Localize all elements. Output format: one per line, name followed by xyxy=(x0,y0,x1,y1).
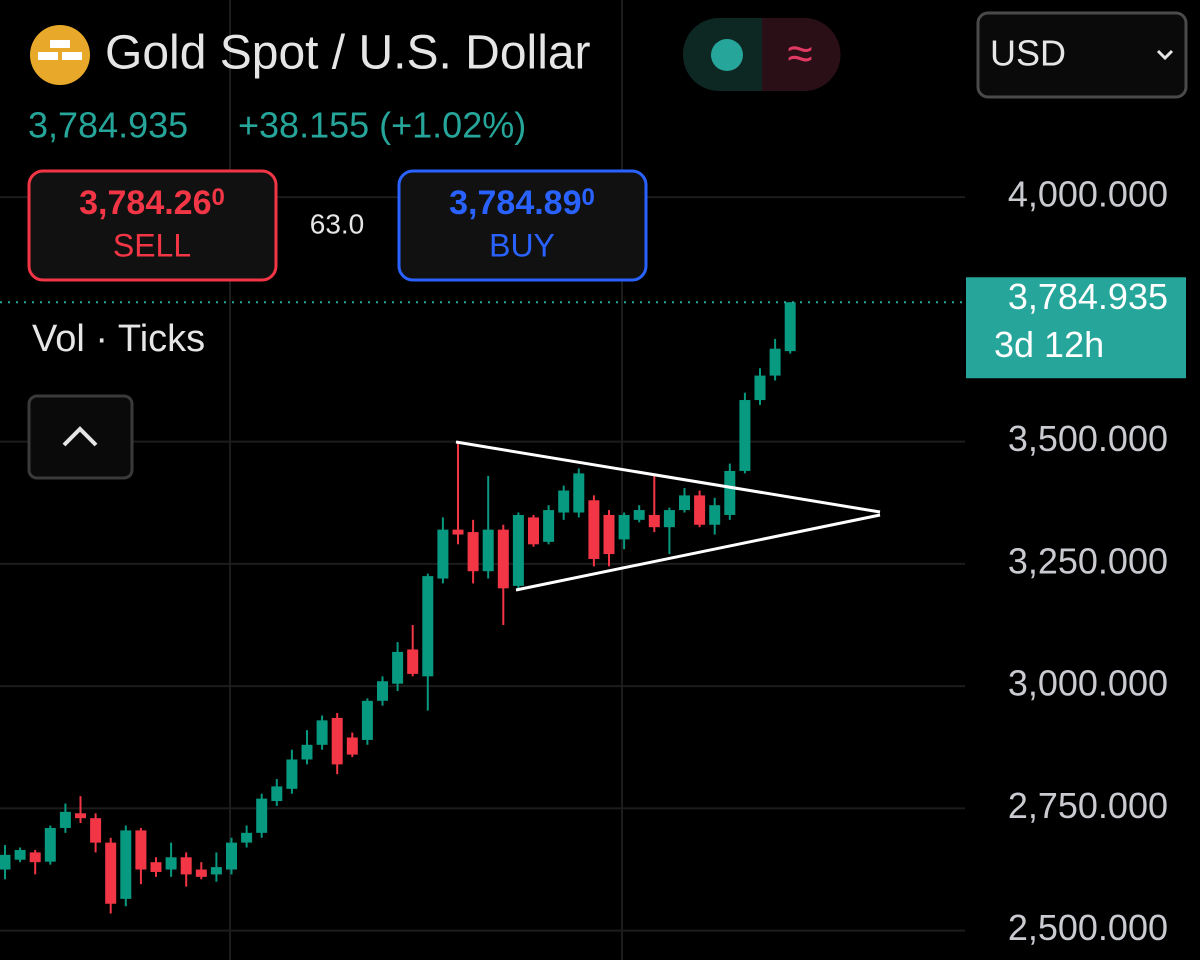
candle-body xyxy=(694,495,706,525)
y-tick-label: 2,750.000 xyxy=(1008,785,1168,826)
bar-icon xyxy=(50,40,70,48)
candle-body xyxy=(618,514,630,540)
candle-body xyxy=(301,744,313,760)
y-tick-label: 4,000.000 xyxy=(1008,174,1168,215)
candle-body xyxy=(528,517,539,545)
status-pill-right xyxy=(762,18,841,91)
candle-body xyxy=(180,857,192,875)
candle-body xyxy=(588,500,600,559)
candle-body xyxy=(377,681,388,701)
candle-body xyxy=(0,854,11,870)
candle-body xyxy=(165,857,177,870)
trendline xyxy=(515,513,881,592)
buy-price-pip: 0 xyxy=(582,184,595,211)
candle-body xyxy=(210,867,222,875)
status-dot xyxy=(711,39,743,71)
candle-body xyxy=(135,830,147,870)
candle-body xyxy=(648,514,660,528)
buy-price-main: 3,784.89 xyxy=(449,184,581,222)
y-tick-label: 2,500.000 xyxy=(1008,907,1168,948)
indicator-legend: Vol · Ticks xyxy=(32,318,205,360)
candle-body xyxy=(663,510,675,528)
candle-body xyxy=(784,302,796,352)
candle-body xyxy=(407,649,419,674)
candle-body xyxy=(44,827,56,862)
candle-body xyxy=(346,737,358,755)
candle-body xyxy=(422,576,434,677)
price-label-box xyxy=(966,277,1186,379)
candle-body xyxy=(271,786,283,802)
price-label: 3,784.935 xyxy=(1008,276,1168,317)
candle-body xyxy=(709,505,721,525)
candle-body xyxy=(226,842,237,870)
bar-icon xyxy=(62,52,82,60)
candle-body xyxy=(14,849,26,860)
candle-body xyxy=(150,862,162,872)
candle-body xyxy=(558,490,570,513)
candle-body xyxy=(361,700,373,740)
candle-body xyxy=(633,510,645,520)
candle-body xyxy=(195,869,207,877)
sell-price-main: 3,784.26 xyxy=(79,184,211,222)
currency-label: USD xyxy=(990,33,1066,74)
dropdown-chevron xyxy=(1156,49,1174,61)
candle-body xyxy=(679,495,690,511)
buy-button[interactable] xyxy=(397,169,648,282)
candle-body xyxy=(603,514,615,555)
collapse-button[interactable] xyxy=(27,394,134,480)
sell-button[interactable] xyxy=(27,169,278,282)
candle-body xyxy=(105,842,117,904)
candle-body xyxy=(739,400,751,471)
candle-body xyxy=(59,811,71,828)
buy-label: BUY xyxy=(489,227,555,263)
price-change: +38.155 (+1.02%) xyxy=(238,105,526,146)
candle-body xyxy=(724,470,736,515)
candle-body xyxy=(316,720,328,745)
candle-body xyxy=(392,651,404,684)
y-tick-label: 3,250.000 xyxy=(1008,540,1168,581)
price-axis: 2,500.000 2,750.000 3,000.000 3,250.000 3,50… xyxy=(0,174,1186,948)
candle-body xyxy=(75,813,86,819)
y-tick-label: 3,500.000 xyxy=(1008,418,1168,459)
candle-body xyxy=(512,514,524,586)
candle-body xyxy=(452,529,464,535)
candle-body xyxy=(120,830,132,899)
collapse-chevron xyxy=(62,426,98,447)
symbol-title: Gold Spot / U.S. Dollar xyxy=(105,27,591,80)
candle-body xyxy=(543,510,555,542)
gold-bars xyxy=(38,40,82,60)
candle-body xyxy=(769,348,781,376)
price-countdown: 3d 12h xyxy=(994,324,1104,365)
buy-price: 3,784.890 xyxy=(449,184,595,222)
currency-dropdown[interactable] xyxy=(976,11,1188,99)
sell-price: 3,784.260 xyxy=(79,184,225,222)
spread: 63.0 xyxy=(310,208,365,239)
candle-body xyxy=(467,532,479,572)
candle-body xyxy=(29,852,41,863)
trendline xyxy=(455,440,881,514)
candle-body xyxy=(286,759,298,789)
triangle-pattern xyxy=(455,440,881,592)
bar-icon xyxy=(38,52,58,60)
last-price: 3,784.935 xyxy=(28,105,188,146)
candle-body xyxy=(482,529,494,572)
candles xyxy=(0,302,796,914)
candle-body xyxy=(241,832,253,843)
candle-body xyxy=(331,717,343,765)
candle-body xyxy=(497,529,509,589)
sell-price-pip: 0 xyxy=(212,184,225,211)
candle-body xyxy=(754,375,766,401)
candle-body xyxy=(90,818,102,843)
candle-body xyxy=(256,798,268,833)
candle-body xyxy=(437,529,449,579)
gold-icon xyxy=(30,25,90,85)
wave-icon: ≈ xyxy=(787,27,812,79)
sell-label: SELL xyxy=(113,227,191,263)
candle-body xyxy=(573,473,585,513)
y-tick-label: 3,000.000 xyxy=(1008,663,1168,704)
